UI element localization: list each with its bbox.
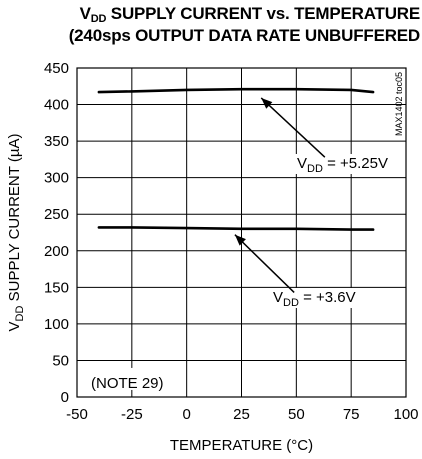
note-label: (NOTE 29) — [91, 375, 164, 392]
plot-frame — [76, 67, 407, 398]
y-tick-label: 150 — [44, 279, 69, 296]
y-tick-label: 100 — [44, 316, 69, 333]
y-tick-label: 350 — [44, 133, 69, 150]
x-tick-label: -25 — [121, 406, 143, 423]
series-label-backing — [270, 288, 380, 308]
figure-id-watermark: MAX1402 toc05 — [394, 72, 404, 136]
x-tick-label: 50 — [288, 406, 305, 423]
x-tick-label: 100 — [393, 406, 418, 423]
series-label-backing — [294, 154, 404, 174]
series-line-2 — [97, 226, 375, 231]
y-tick-label: 250 — [44, 206, 69, 223]
annotation-arrowhead-1 — [261, 97, 273, 109]
annotation-leader-1 — [260, 97, 326, 158]
note-backing — [79, 367, 165, 390]
x-tick-label: -50 — [66, 406, 88, 423]
annotation-arrowhead-2 — [234, 234, 246, 246]
x-tick-label: 0 — [182, 406, 190, 423]
series-line-1 — [97, 87, 375, 94]
series-label-2: VDD = +3.6V — [273, 289, 356, 309]
y-tick-label: 300 — [44, 170, 69, 187]
y-tick-label: 200 — [44, 243, 69, 260]
x-tick-label: 25 — [233, 406, 250, 423]
x-axis-label: TEMPERATURE (°C) — [170, 437, 313, 454]
y-axis-label: VDD SUPPLY CURRENT (µA) — [6, 134, 26, 332]
y-tick-label: 0 — [61, 389, 69, 406]
y-tick-label: 450 — [44, 60, 69, 77]
x-tick-label: 75 — [343, 406, 360, 423]
chart-title-line-2: (240sps OUTPUT DATA RATE UNBUFFERED — [68, 26, 420, 45]
series-label-1: VDD = +5.25V — [297, 155, 388, 175]
y-tick-label: 50 — [52, 352, 69, 369]
annotation-leader-2 — [234, 234, 295, 293]
y-tick-label: 400 — [44, 97, 69, 114]
chart-title-line-1: VDD SUPPLY CURRENT vs. TEMPERATURE — [79, 4, 421, 25]
